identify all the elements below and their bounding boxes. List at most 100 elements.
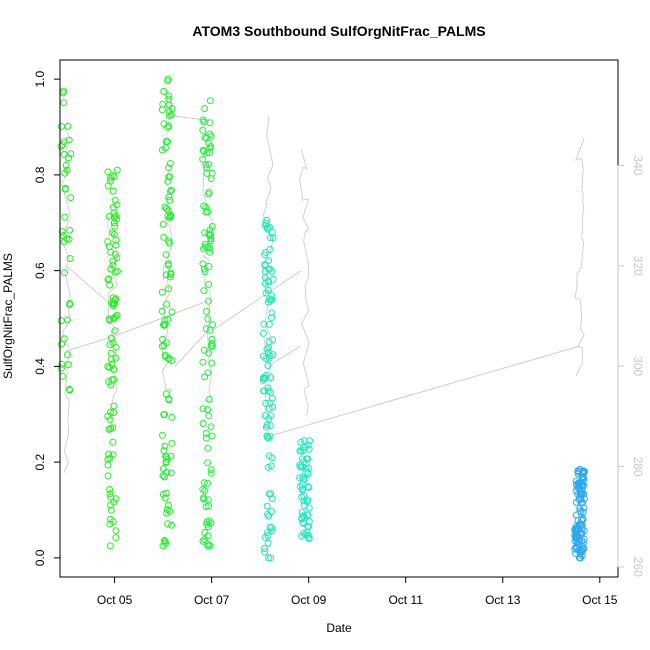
- data-point: [200, 287, 208, 295]
- data-point: [208, 432, 216, 440]
- data-point: [105, 212, 113, 220]
- data-point: [299, 519, 307, 527]
- data-point: [263, 502, 271, 510]
- data-point: [58, 360, 66, 368]
- x-tick-label: Oct 15: [582, 593, 618, 607]
- data-point: [109, 261, 117, 269]
- data-point: [111, 327, 119, 335]
- data-point: [164, 285, 172, 293]
- x-tick-label: Oct 13: [485, 593, 521, 607]
- data-point: [267, 412, 275, 420]
- data-point: [167, 187, 174, 195]
- data-point: [104, 182, 112, 190]
- data-point: [108, 172, 116, 180]
- data-point: [159, 465, 167, 473]
- y-axis-label: SulfOrgNitFrac_PALMS: [1, 253, 15, 379]
- data-point: [104, 461, 112, 469]
- data-point: [200, 479, 208, 487]
- data-point: [60, 238, 68, 246]
- data-point: [60, 335, 68, 343]
- data-point: [106, 454, 114, 462]
- data-point: [201, 529, 209, 536]
- data-point: [268, 309, 276, 317]
- data-point: [110, 365, 118, 373]
- data-point: [269, 234, 277, 242]
- data-point: [208, 321, 216, 329]
- data-point: [268, 314, 275, 322]
- data-point: [202, 325, 210, 333]
- data-point: [205, 263, 213, 270]
- secondary-series-profile: [61, 121, 71, 473]
- data-point: [302, 531, 310, 539]
- data-point: [204, 479, 212, 487]
- data-point: [571, 525, 579, 533]
- data-point: [165, 214, 173, 222]
- data-point: [60, 99, 68, 107]
- secondary-series-segment: [65, 265, 113, 307]
- data-point: [574, 482, 582, 490]
- data-point: [162, 205, 170, 213]
- data-point: [106, 486, 114, 493]
- data-point: [106, 281, 114, 289]
- data-point: [205, 395, 213, 403]
- data-point: [167, 469, 175, 477]
- data-point: [161, 321, 169, 329]
- data-point: [104, 472, 112, 480]
- data-point: [199, 126, 207, 134]
- data-point: [203, 169, 211, 177]
- data-point: [65, 385, 73, 393]
- secondary-series-segment: [268, 345, 580, 437]
- data-point: [61, 213, 69, 221]
- data-point: [574, 467, 582, 475]
- data-point: [159, 490, 167, 498]
- data-point: [165, 101, 173, 109]
- data-point: [66, 299, 74, 307]
- data-point: [576, 504, 584, 512]
- data-point: [300, 497, 308, 505]
- data-point: [206, 226, 214, 234]
- data-point: [66, 226, 74, 234]
- data-point: [267, 374, 275, 382]
- data-point: [268, 527, 276, 535]
- data-point: [204, 208, 212, 216]
- data-point: [106, 316, 114, 324]
- data-point: [201, 243, 209, 251]
- data-point: [580, 490, 588, 498]
- data-point: [61, 269, 68, 277]
- data-point: [112, 241, 120, 249]
- data-point: [305, 518, 313, 526]
- data-point: [205, 139, 213, 147]
- y2-tick-label: 340: [631, 155, 645, 175]
- data-point: [264, 384, 272, 392]
- data-point: [64, 316, 71, 324]
- data-point: [266, 234, 274, 242]
- x-tick-label: Oct 05: [97, 593, 133, 607]
- data-point: [265, 490, 273, 498]
- data-point: [266, 523, 274, 531]
- x-axis-label: Date: [326, 621, 352, 635]
- x-tick-label: Oct 09: [291, 593, 327, 607]
- data-point: [260, 320, 268, 328]
- data-point: [166, 213, 174, 221]
- data-point: [67, 150, 75, 158]
- data-point: [208, 335, 216, 343]
- data-point: [160, 411, 168, 419]
- data-point: [161, 316, 169, 324]
- data-point: [110, 230, 118, 238]
- data-point: [199, 155, 207, 163]
- data-point: [207, 132, 215, 140]
- data-point: [168, 413, 176, 421]
- data-point: [207, 423, 215, 431]
- data-point: [266, 422, 274, 430]
- data-point: [203, 518, 211, 526]
- data-point: [266, 265, 274, 273]
- data-point: [106, 515, 114, 523]
- data-point: [202, 429, 210, 437]
- data-point: [158, 146, 166, 154]
- data-point: [581, 495, 588, 503]
- data-point: [105, 425, 113, 433]
- data-point: [576, 554, 583, 562]
- data-point: [165, 260, 172, 268]
- data-point: [204, 459, 212, 467]
- data-point: [265, 405, 273, 413]
